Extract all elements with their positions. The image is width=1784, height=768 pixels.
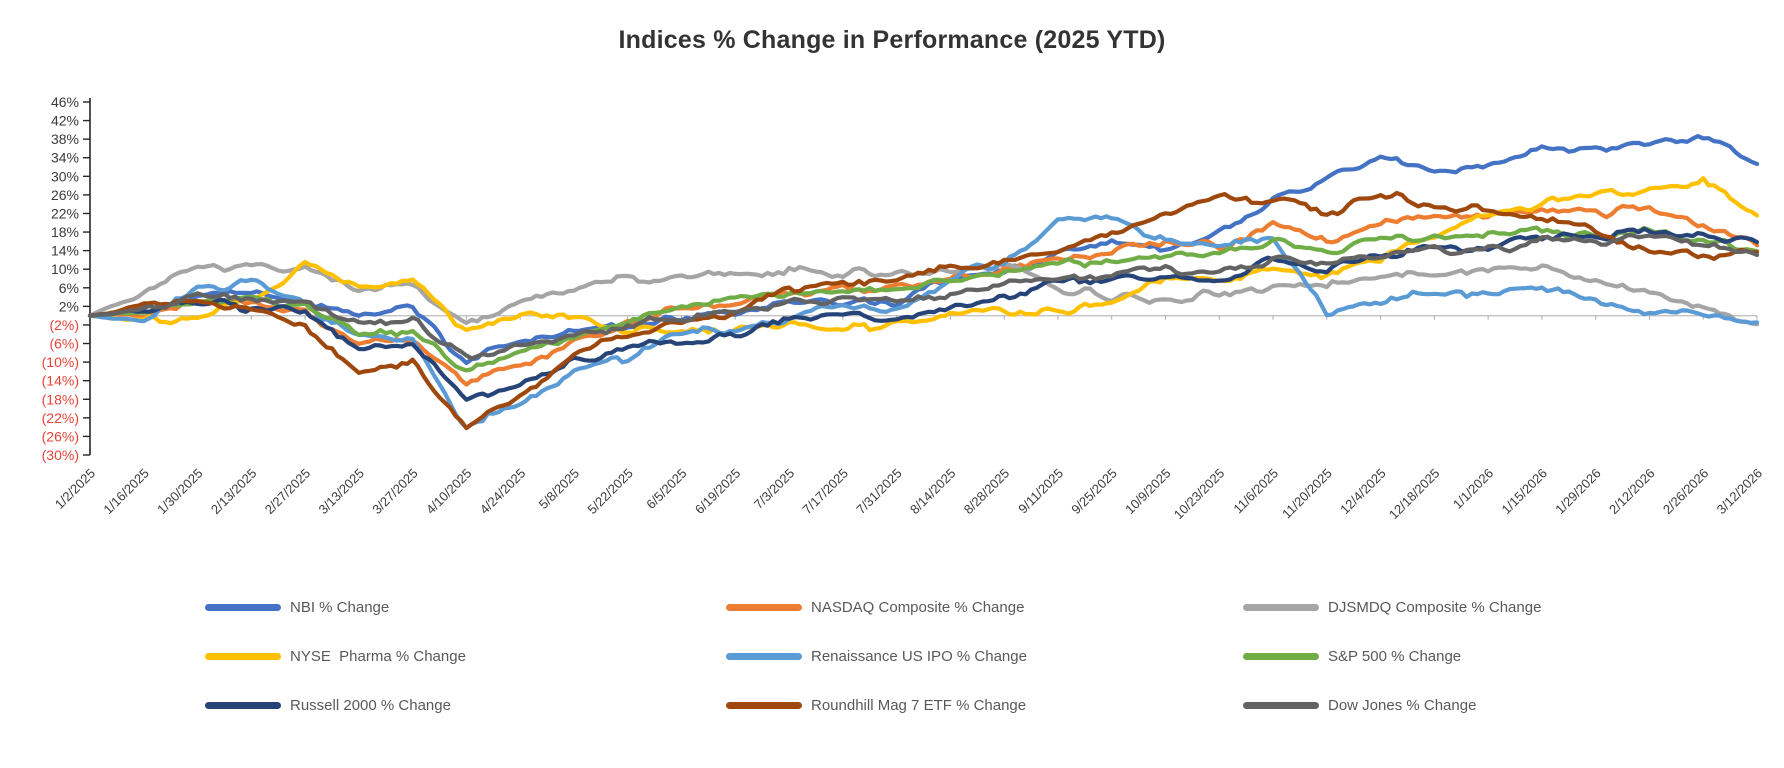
y-axis-tick-label: 14% — [51, 243, 79, 259]
x-axis-tick-label: 10/23/2025 — [1171, 466, 1228, 523]
x-axis-tick-label: 1/30/2025 — [154, 466, 206, 518]
series-line-roundhill-mag-7-etf-change[interactable] — [87, 190, 1760, 431]
y-axis-tick-label: 38% — [51, 131, 79, 147]
series-line-russell-2000-change[interactable] — [87, 226, 1760, 402]
y-axis-tick-label: (18%) — [42, 391, 79, 407]
x-axis-tick-label: 2/26/2026 — [1660, 466, 1712, 518]
legend-line-swatch-icon — [205, 652, 281, 660]
legend-item-dow-jones-change[interactable]: Dow Jones % Change — [1243, 686, 1784, 724]
x-axis-tick-label: 9/11/2025 — [1015, 466, 1066, 517]
legend-item-nyse-pharma-change[interactable]: NYSE Pharma % Change — [205, 637, 726, 675]
chart-title: Indices % Change in Performance (2025 YT… — [618, 26, 1166, 54]
y-axis-tick-label: 46% — [51, 94, 79, 110]
x-axis-tick-label: 3/12/2026 — [1714, 466, 1766, 518]
y-axis-tick-label: 34% — [51, 150, 79, 166]
zero-axis-ticks — [89, 315, 1758, 320]
legend-line-swatch-icon — [726, 652, 802, 660]
y-axis-tick-label: 10% — [51, 261, 79, 277]
legend-item-nbi-change[interactable]: NBI % Change — [205, 588, 726, 626]
x-axis-tick-label: 1/16/2025 — [100, 466, 152, 518]
x-axis-tick-label: 4/24/2025 — [477, 466, 529, 518]
y-axis-tick-label: 6% — [59, 280, 79, 296]
x-axis-tick-label: 2/12/2026 — [1606, 466, 1658, 518]
legend-item-nasdaq-composite-change[interactable]: NASDAQ Composite % Change — [726, 588, 1243, 626]
x-axis-tick-label: 1/29/2026 — [1552, 466, 1604, 518]
y-axis-tick-label: 2% — [59, 298, 79, 314]
x-axis-tick-label: 3/27/2025 — [369, 466, 421, 518]
x-axis-tick-label: 1/15/2026 — [1499, 466, 1551, 518]
series-line-dow-jones-change[interactable] — [87, 232, 1760, 361]
y-axis-tick-label: (14%) — [42, 373, 79, 389]
legend-label: Roundhill Mag 7 ETF % Change — [811, 696, 1027, 714]
series-line-nbi-change[interactable] — [87, 134, 1760, 366]
y-axis-tick-label: (30%) — [42, 447, 79, 463]
legend-line-swatch-icon — [726, 603, 802, 611]
x-axis-tick-label: 8/28/2025 — [961, 466, 1013, 518]
legend-label: NBI % Change — [290, 598, 390, 616]
legend-line-swatch-icon — [1243, 652, 1319, 660]
x-axis-tick-label: 6/5/2025 — [643, 466, 689, 512]
legend-item-russell-2000-change[interactable]: Russell 2000 % Change — [205, 686, 726, 724]
legend-label: Russell 2000 % Change — [290, 696, 451, 714]
y-axis-tick-label: 18% — [51, 224, 79, 240]
x-axis-tick-label: 2/27/2025 — [262, 466, 314, 518]
x-axis-tick-label: 9/25/2025 — [1068, 466, 1120, 518]
legend-line-swatch-icon — [205, 701, 281, 709]
series-line-s-p-500-change[interactable] — [87, 225, 1760, 373]
y-axis-tick-label: (10%) — [42, 354, 79, 370]
x-axis-tick-label: 2/13/2025 — [208, 466, 260, 518]
legend-line-swatch-icon — [726, 701, 802, 709]
x-axis-tick-label: 7/3/2025 — [751, 466, 797, 512]
x-axis-tick-label: 11/20/2025 — [1279, 466, 1335, 522]
x-axis-tick-label: 12/4/2025 — [1337, 466, 1389, 518]
legend-label: Dow Jones % Change — [1328, 696, 1477, 714]
legend-item-djsmdq-composite-change[interactable]: DJSMDQ Composite % Change — [1243, 588, 1784, 626]
legend-item-renaissance-us-ipo-change[interactable]: Renaissance US IPO % Change — [726, 637, 1243, 675]
y-axis-tick-label: (6%) — [49, 336, 79, 352]
legend-label: Renaissance US IPO % Change — [811, 647, 1027, 665]
series-line-nyse-pharma-change[interactable] — [87, 176, 1760, 337]
x-axis-tick-label: 1/2/2025 — [52, 466, 98, 512]
x-axis-tick-label: 7/31/2025 — [853, 466, 905, 518]
x-axis-labels: 1/2/2025 1/16/2025 1/30/2025 2/13/2025 2/27/… — [52, 466, 1765, 523]
y-axis-tick-label: (2%) — [49, 317, 79, 333]
chart-legend: NBI % Change NASDAQ Composite % Change DJS… — [0, 562, 1784, 724]
legend-line-swatch-icon — [1243, 701, 1319, 709]
y-axis-tick-label: 22% — [51, 205, 79, 221]
performance-line-chart: 46% 42% 38% 34% 30% 26% 22% 18% 14% 10% 6% 2% (2%) (6… — [42, 94, 1765, 523]
legend-item-s-p-500-change[interactable]: S&P 500 % Change — [1243, 637, 1784, 675]
x-axis-tick-label: 1/1/2026 — [1450, 466, 1496, 512]
legend-label: S&P 500 % Change — [1328, 647, 1462, 665]
x-axis-tick-label: 3/13/2025 — [315, 466, 367, 518]
x-axis-tick-label: 5/22/2025 — [584, 466, 636, 518]
legend-item-roundhill-mag-7-etf-change[interactable]: Roundhill Mag 7 ETF % Change — [726, 686, 1243, 724]
x-axis-tick-label: 8/14/2025 — [907, 466, 959, 518]
x-axis-tick-label: 7/17/2025 — [799, 466, 851, 518]
legend-label: NYSE Pharma % Change — [290, 647, 466, 665]
legend-line-swatch-icon — [1243, 603, 1319, 611]
legend-line-swatch-icon — [205, 603, 281, 611]
x-axis-tick-label: 12/18/2025 — [1386, 466, 1443, 523]
series-lines — [87, 134, 1760, 431]
y-axis-labels: 46% 42% 38% 34% 30% 26% 22% 18% 14% 10% 6% 2% (2%) (6… — [42, 94, 90, 463]
y-axis-tick-label: (26%) — [42, 428, 79, 444]
y-axis-tick-label: (22%) — [42, 410, 79, 426]
legend-label: NASDAQ Composite % Change — [811, 598, 1025, 616]
y-axis-tick-label: 30% — [51, 168, 79, 184]
x-axis-tick-label: 5/8/2025 — [536, 466, 582, 512]
x-axis-tick-label: 10/9/2025 — [1122, 466, 1174, 518]
y-axis-tick-label: 42% — [51, 113, 79, 129]
legend-label: DJSMDQ Composite % Change — [1328, 598, 1542, 616]
x-axis-tick-label: 11/6/2025 — [1230, 466, 1281, 517]
x-axis-tick-label: 4/10/2025 — [423, 466, 475, 518]
x-axis-tick-label: 6/19/2025 — [692, 466, 744, 518]
y-axis-tick-label: 26% — [51, 187, 79, 203]
